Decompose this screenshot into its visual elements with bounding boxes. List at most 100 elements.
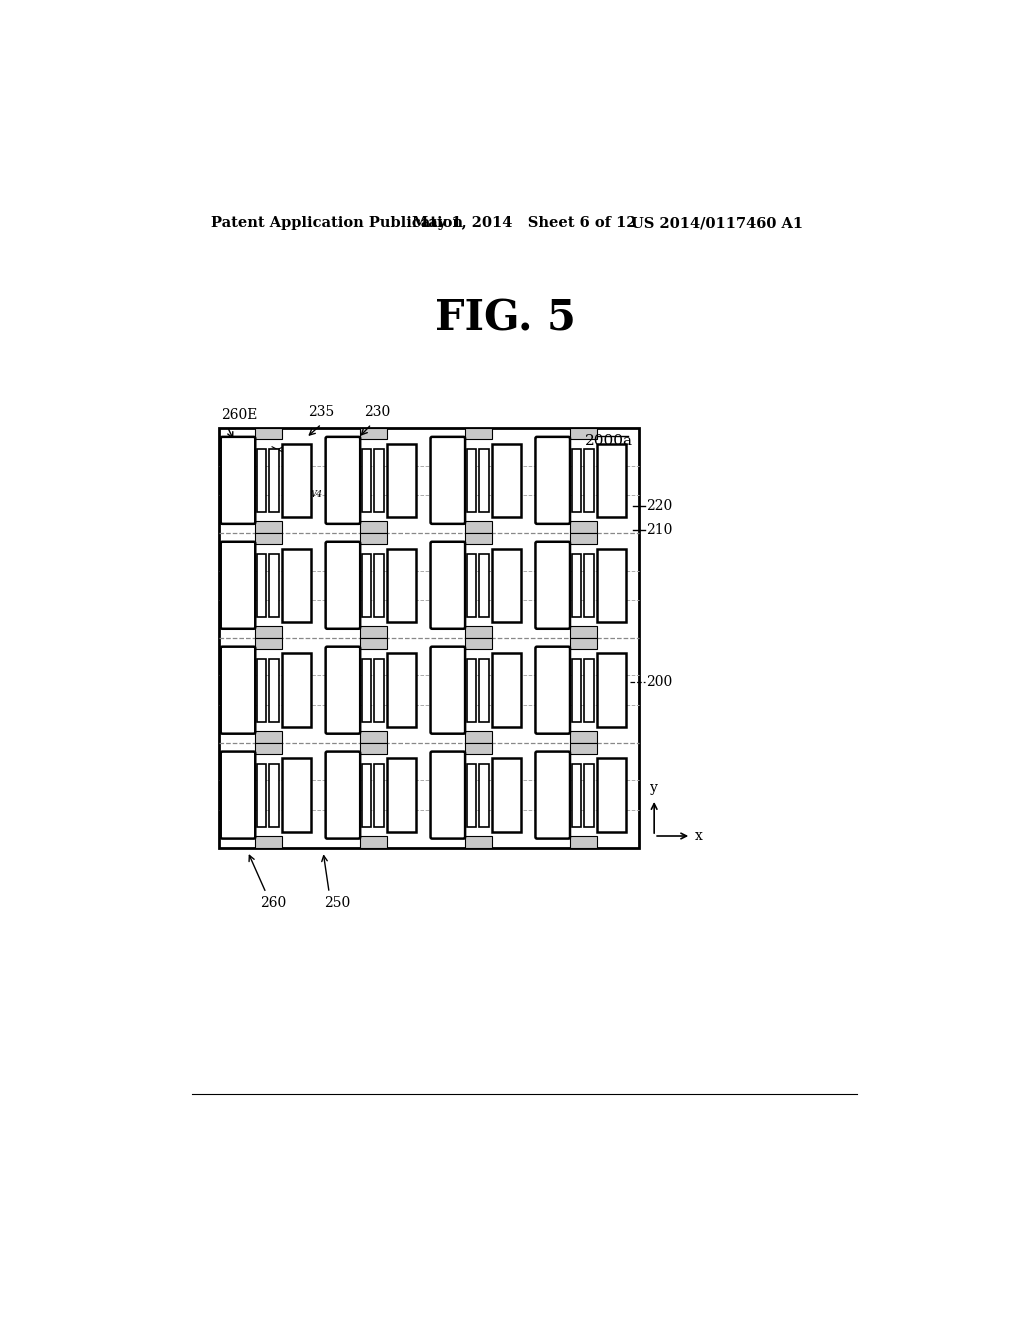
FancyBboxPatch shape [326, 437, 360, 524]
Bar [465, 428, 492, 440]
Text: S: S [233, 788, 243, 801]
Bar [569, 731, 597, 743]
Bar [255, 731, 282, 743]
Bar [282, 444, 311, 517]
Bar [569, 638, 597, 649]
Bar [219, 466, 639, 495]
Text: 2000a: 2000a [585, 434, 633, 447]
FancyBboxPatch shape [430, 437, 465, 524]
FancyBboxPatch shape [536, 437, 570, 524]
Text: 260E: 260E [221, 408, 258, 422]
Bar [375, 659, 384, 722]
Bar [255, 521, 282, 533]
Bar [359, 731, 387, 743]
Bar [361, 554, 372, 616]
Bar [219, 780, 639, 809]
Bar [375, 554, 384, 616]
Bar [465, 836, 492, 847]
Bar [387, 653, 417, 727]
Bar [269, 659, 279, 722]
FancyBboxPatch shape [430, 541, 465, 628]
Bar [479, 449, 488, 512]
Bar [257, 659, 266, 722]
Text: W5: W5 [292, 487, 308, 495]
Bar [255, 533, 282, 544]
Bar [465, 638, 492, 649]
Bar [492, 759, 521, 832]
Bar [361, 659, 372, 722]
Bar [359, 743, 387, 754]
Bar [465, 731, 492, 743]
Text: D: D [292, 474, 302, 487]
Text: 200: 200 [646, 675, 673, 689]
Text: y: y [650, 781, 658, 795]
Bar [255, 743, 282, 754]
FancyBboxPatch shape [536, 751, 570, 838]
Bar [361, 763, 372, 826]
Text: D: D [292, 788, 302, 801]
Bar [269, 554, 279, 616]
FancyBboxPatch shape [221, 647, 255, 734]
Bar [255, 836, 282, 847]
Bar [269, 449, 279, 512]
Bar [597, 549, 626, 622]
Bar [269, 763, 279, 826]
Bar [569, 428, 597, 440]
FancyBboxPatch shape [430, 647, 465, 734]
Text: FIG. 5: FIG. 5 [435, 297, 575, 339]
Text: May 1, 2014   Sheet 6 of 12: May 1, 2014 Sheet 6 of 12 [412, 216, 636, 230]
Bar [257, 449, 266, 512]
FancyBboxPatch shape [326, 541, 360, 628]
Bar [465, 533, 492, 544]
FancyBboxPatch shape [221, 751, 255, 838]
Bar [467, 763, 476, 826]
Text: W4: W4 [306, 491, 323, 499]
Bar [597, 444, 626, 517]
Bar [569, 533, 597, 544]
Text: S: S [233, 474, 243, 487]
Bar [569, 521, 597, 533]
Bar [257, 763, 266, 826]
Bar [282, 549, 311, 622]
FancyBboxPatch shape [536, 647, 570, 734]
Bar [571, 763, 581, 826]
FancyBboxPatch shape [536, 541, 570, 628]
Text: 220: 220 [646, 499, 673, 513]
Bar [465, 743, 492, 754]
Bar [255, 428, 282, 440]
Bar [492, 549, 521, 622]
Bar [467, 659, 476, 722]
Bar [387, 444, 417, 517]
Text: US 2014/0117460 A1: US 2014/0117460 A1 [631, 216, 803, 230]
Bar [219, 676, 639, 705]
Text: D: D [292, 684, 302, 697]
Bar [255, 638, 282, 649]
Bar [597, 759, 626, 832]
Bar [282, 653, 311, 727]
Bar [219, 570, 639, 601]
Text: 210: 210 [646, 523, 673, 536]
Bar [361, 449, 372, 512]
FancyBboxPatch shape [221, 541, 255, 628]
Bar [359, 428, 387, 440]
Bar [585, 659, 594, 722]
Bar [359, 626, 387, 638]
Bar [465, 521, 492, 533]
Bar [479, 554, 488, 616]
Bar [219, 428, 639, 847]
FancyBboxPatch shape [326, 647, 360, 734]
Text: S: S [233, 684, 243, 697]
Bar [257, 554, 266, 616]
Bar [359, 836, 387, 847]
Text: 260: 260 [260, 896, 286, 909]
Text: S: S [233, 578, 243, 591]
Bar [571, 659, 581, 722]
Bar [571, 554, 581, 616]
Bar [387, 549, 417, 622]
Text: x: x [695, 829, 702, 843]
Bar [387, 759, 417, 832]
Text: 250: 250 [324, 896, 350, 909]
Bar [569, 743, 597, 754]
Bar [255, 626, 282, 638]
Bar [375, 449, 384, 512]
